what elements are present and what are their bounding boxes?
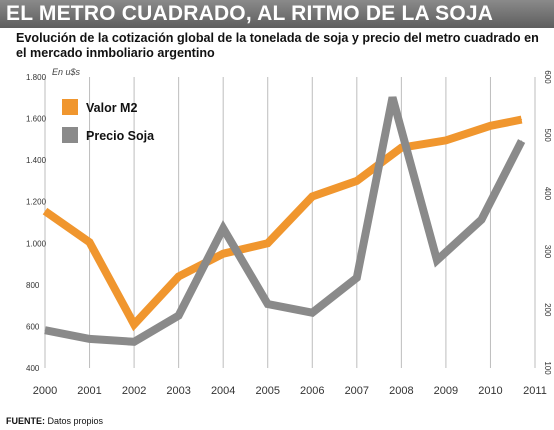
data-point (490, 125, 491, 127)
data-point (445, 139, 447, 141)
data-point (392, 96, 393, 98)
x-tick-label: 2005 (255, 385, 279, 397)
y-left-tick-label: 800 (26, 281, 40, 290)
x-tick-label: 2001 (77, 385, 101, 397)
line-chart: 2000 2001 2002 2003 2004 2005 2006 2007 2008 2009… (0, 60, 554, 410)
y-left-tick-label: 600 (26, 322, 40, 331)
source-label: FUENTE: (6, 416, 45, 426)
series-line-valor-m2 (42, 115, 523, 332)
data-point (178, 315, 180, 317)
data-point (89, 338, 90, 340)
y-left-tick-label: 1.600 (26, 115, 47, 124)
data-point (521, 119, 523, 121)
y-left-tick-label: 1.200 (26, 198, 47, 207)
data-point (267, 303, 269, 305)
chart-area: 2000 2001 2002 2003 2004 2005 2006 2007 2008 2009… (0, 60, 554, 410)
data-point (311, 196, 313, 197)
y-right-tick-label: 600 (543, 70, 552, 84)
data-point (400, 147, 402, 149)
source-note: FUENTE: Datos propios (6, 416, 103, 426)
x-tick-label: 2004 (211, 385, 235, 397)
data-point (267, 242, 269, 244)
chart-title: EL METRO CUADRADO, AL RITMO DE LA SOJA (6, 2, 494, 25)
data-point (133, 341, 135, 343)
y-right-tick-label: 500 (543, 129, 552, 143)
y-left-tick-label: 400 (26, 364, 40, 373)
y-right-tick-label: 400 (543, 187, 552, 201)
data-point (222, 253, 224, 255)
x-tick-label: 2011 (523, 385, 547, 397)
data-point (311, 312, 313, 314)
x-tick-label: 2003 (166, 385, 190, 397)
x-tick-label: 2010 (478, 385, 502, 397)
x-tick-label: 2008 (389, 385, 413, 397)
x-tick-label: 2009 (434, 385, 458, 397)
source-text: Datos propios (47, 416, 104, 426)
data-point (133, 323, 135, 325)
series-line-precio-soja (44, 96, 526, 346)
x-tick-label: 2002 (122, 385, 146, 397)
unit-label: En u$s (52, 67, 81, 77)
data-point (89, 241, 90, 243)
data-point (521, 140, 523, 142)
legend-label: Precio Soja (86, 129, 155, 143)
x-tick-label: 2000 (33, 385, 57, 397)
y-left-tick-label: 1.400 (26, 156, 47, 165)
x-tick-label: 2007 (345, 385, 369, 397)
data-point (356, 277, 358, 279)
x-tick-label: 2006 (300, 385, 324, 397)
data-point (481, 219, 482, 221)
y-right-tick-label: 100 (543, 361, 552, 375)
data-point (44, 329, 46, 331)
legend-label: Valor M2 (86, 101, 137, 115)
title-banner: EL METRO CUADRADO, AL RITMO DE LA SOJA (0, 0, 554, 28)
data-point (178, 276, 180, 277)
chart-subtitle: Evolución de la cotización global de la … (16, 31, 539, 60)
data-point (356, 180, 358, 182)
data-point (436, 259, 438, 261)
data-point (44, 210, 46, 212)
y-right-tick-label: 300 (543, 245, 552, 259)
y-right-tick-label: 200 (543, 303, 552, 317)
legend-swatch (62, 127, 78, 143)
y-left-tick-label: 1.800 (26, 73, 47, 82)
y-left-tick-label: 1.000 (26, 239, 47, 248)
legend-swatch (62, 99, 78, 115)
data-point (222, 227, 224, 229)
